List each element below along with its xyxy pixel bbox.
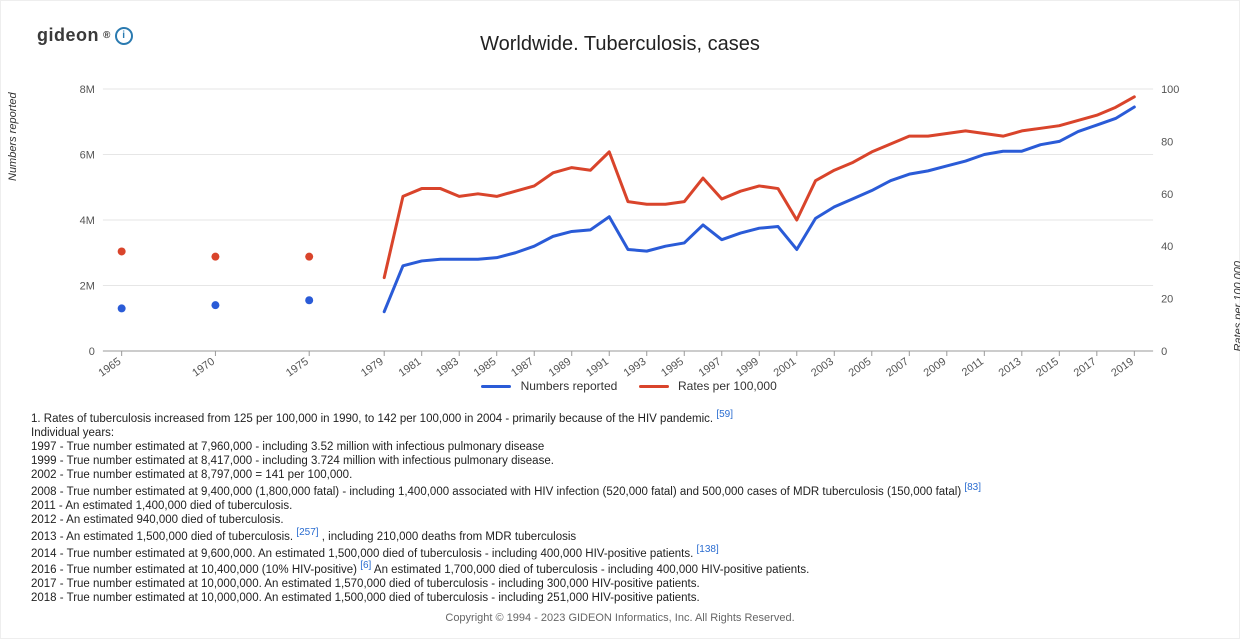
- legend: Numbers reported Rates per 100,000: [1, 379, 1239, 393]
- footer-copyright: Copyright © 1994 - 2023 GIDEON Informati…: [1, 612, 1239, 624]
- svg-text:2007: 2007: [884, 356, 911, 380]
- svg-text:2015: 2015: [1034, 356, 1061, 380]
- svg-text:2M: 2M: [80, 280, 95, 292]
- note-2013-ref[interactable]: [257]: [296, 527, 318, 538]
- svg-text:100: 100: [1161, 84, 1179, 96]
- note-1999: 1999 - True number estimated at 8,417,00…: [31, 454, 1209, 468]
- note-2013-text-a: 2013 - An estimated 1,500,000 died of tu…: [31, 531, 296, 543]
- svg-text:0: 0: [89, 346, 95, 358]
- legend-swatch-numbers: [481, 385, 511, 388]
- note-2014-ref[interactable]: [138]: [697, 544, 719, 555]
- legend-label-numbers: Numbers reported: [521, 379, 618, 393]
- note-2002: 2002 - True number estimated at 8,797,00…: [31, 468, 1209, 482]
- note-2016-text-a: 2016 - True number estimated at 10,400,0…: [31, 564, 360, 576]
- svg-text:2011: 2011: [960, 356, 986, 379]
- svg-text:1965: 1965: [96, 356, 123, 380]
- note-2014: 2014 - True number estimated at 9,600,00…: [31, 544, 1209, 561]
- svg-text:2005: 2005: [847, 356, 874, 380]
- note-2013: 2013 - An estimated 1,500,000 died of tu…: [31, 527, 1209, 544]
- note-2011: 2011 - An estimated 1,400,000 died of tu…: [31, 499, 1209, 513]
- note-2008: 2008 - True number estimated at 9,400,00…: [31, 482, 1209, 499]
- svg-text:2009: 2009: [922, 356, 949, 380]
- svg-text:2003: 2003: [809, 356, 836, 380]
- svg-text:80: 80: [1161, 136, 1173, 148]
- chart-svg: 0 2M 4M 6M 8M 0 20 40 60 80 100 1965 1970 1975 1979 198…: [47, 71, 1203, 391]
- svg-text:1981: 1981: [397, 356, 424, 380]
- note-2008-text: 2008 - True number estimated at 9,400,00…: [31, 486, 964, 498]
- note-2018: 2018 - True number estimated at 10,000,0…: [31, 591, 1209, 605]
- svg-text:1989: 1989: [547, 356, 574, 380]
- svg-text:1999: 1999: [734, 356, 761, 380]
- note-2008-ref[interactable]: [83]: [964, 482, 981, 493]
- note-line-2: Individual years:: [31, 426, 1209, 440]
- svg-text:60: 60: [1161, 189, 1173, 201]
- svg-text:2019: 2019: [1109, 356, 1136, 380]
- chart-title: Worldwide. Tuberculosis, cases: [1, 33, 1239, 56]
- svg-text:8M: 8M: [80, 84, 95, 96]
- legend-swatch-rates: [639, 385, 669, 388]
- note-line-1: 1. Rates of tuberculosis increased from …: [31, 409, 1209, 426]
- svg-text:1987: 1987: [509, 356, 536, 380]
- page-root: gideon® i Worldwide. Tuberculosis, cases…: [0, 0, 1240, 639]
- svg-text:2013: 2013: [997, 356, 1024, 380]
- svg-text:1970: 1970: [190, 356, 217, 380]
- y-axis-left-label: Numbers reported: [7, 92, 19, 181]
- svg-text:1985: 1985: [472, 356, 499, 380]
- note-2016-text-b: An estimated 1,700,000 died of tuberculo…: [371, 564, 809, 576]
- svg-text:4M: 4M: [80, 215, 95, 227]
- svg-text:1983: 1983: [434, 356, 461, 380]
- note-1-ref[interactable]: [59]: [716, 409, 733, 420]
- svg-text:0: 0: [1161, 346, 1167, 358]
- svg-text:2017: 2017: [1072, 356, 1099, 380]
- svg-text:1975: 1975: [284, 356, 311, 380]
- svg-text:1995: 1995: [659, 356, 686, 380]
- notes-block: 1. Rates of tuberculosis increased from …: [31, 409, 1209, 605]
- note-2016-ref[interactable]: [6]: [360, 560, 371, 571]
- legend-label-rates: Rates per 100,000: [678, 379, 777, 393]
- svg-text:1979: 1979: [359, 356, 386, 380]
- y-axis-right-label: Rates per 100,000: [1233, 261, 1240, 352]
- svg-text:40: 40: [1161, 241, 1173, 253]
- chart-area: 0 2M 4M 6M 8M 0 20 40 60 80 100 1965 1970 1975 1979 198…: [47, 71, 1203, 391]
- note-1-text: 1. Rates of tuberculosis increased from …: [31, 413, 716, 425]
- note-2017: 2017 - True number estimated at 10,000,0…: [31, 577, 1209, 591]
- note-1997: 1997 - True number estimated at 7,960,00…: [31, 440, 1209, 454]
- note-2013-text-b: , including 210,000 deaths from MDR tube…: [319, 531, 577, 543]
- svg-text:6M: 6M: [80, 149, 95, 161]
- svg-text:1993: 1993: [622, 356, 649, 380]
- note-2012: 2012 - An estimated 940,000 died of tube…: [31, 513, 1209, 527]
- svg-text:20: 20: [1161, 294, 1173, 306]
- svg-text:1997: 1997: [697, 356, 724, 380]
- svg-text:2001: 2001: [772, 356, 799, 380]
- note-2016: 2016 - True number estimated at 10,400,0…: [31, 560, 1209, 577]
- note-2014-text: 2014 - True number estimated at 9,600,00…: [31, 547, 697, 559]
- svg-text:1991: 1991: [584, 356, 611, 380]
